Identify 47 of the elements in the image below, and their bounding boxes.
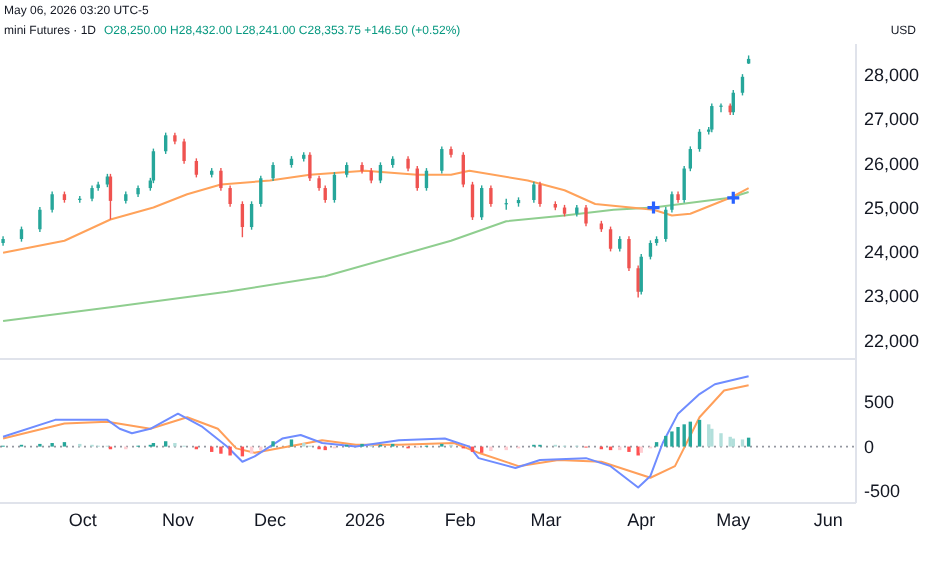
candlestick: [636, 264, 640, 299]
y-tick-label: 28,000: [864, 64, 920, 85]
y-tick-label: 24,000: [864, 242, 920, 263]
line-series: [2, 191, 750, 322]
candlestick: [228, 184, 232, 208]
x-tick-label: Oct: [68, 510, 98, 530]
candlestick: [584, 204, 588, 227]
candlestick: [194, 157, 199, 179]
y-tick-label: -500: [864, 481, 901, 502]
line-series: [2, 169, 750, 254]
candlestick: [440, 145, 444, 175]
y-tick-label: 23,000: [864, 286, 920, 307]
candlestick: [182, 138, 186, 165]
candlestick: [710, 102, 714, 133]
x-tick-label: Feb: [444, 510, 476, 530]
y-tick-label: 27,000: [864, 109, 920, 130]
candlestick: [219, 167, 223, 192]
candlestick: [489, 184, 493, 208]
x-tick-label: Apr: [627, 510, 656, 530]
candlestick: [259, 174, 263, 208]
x-tick-label: Mar: [530, 510, 562, 530]
candlestick: [627, 235, 631, 272]
candlestick: [532, 181, 536, 204]
x-tick-label: Nov: [161, 510, 195, 530]
y-tick-label: 26,000: [864, 153, 920, 174]
candlestick: [1, 235, 5, 247]
candlestick: [38, 206, 42, 233]
y-tick-label: 25,000: [864, 197, 920, 218]
y-tick-label: 500: [864, 392, 895, 413]
candlestick: [538, 181, 542, 208]
y-tick-label: 0: [864, 436, 875, 457]
candlestick: [608, 225, 613, 253]
x-tick-label: Dec: [253, 510, 287, 530]
candlestick: [151, 147, 156, 184]
y-tick-label: 22,000: [864, 330, 920, 351]
candlestick: [719, 102, 723, 113]
candlestick: [271, 161, 275, 182]
candlestick: [670, 190, 674, 214]
candlestick: [378, 161, 383, 184]
x-tick-label: 2026: [345, 510, 386, 530]
candlestick: [688, 145, 693, 172]
candlestick: [308, 151, 312, 182]
x-tick-label: May: [716, 510, 752, 530]
candlestick: [682, 165, 686, 204]
x-tick-label: Jun: [813, 510, 843, 530]
candlestick: [648, 239, 653, 261]
candlestick: [50, 190, 54, 214]
